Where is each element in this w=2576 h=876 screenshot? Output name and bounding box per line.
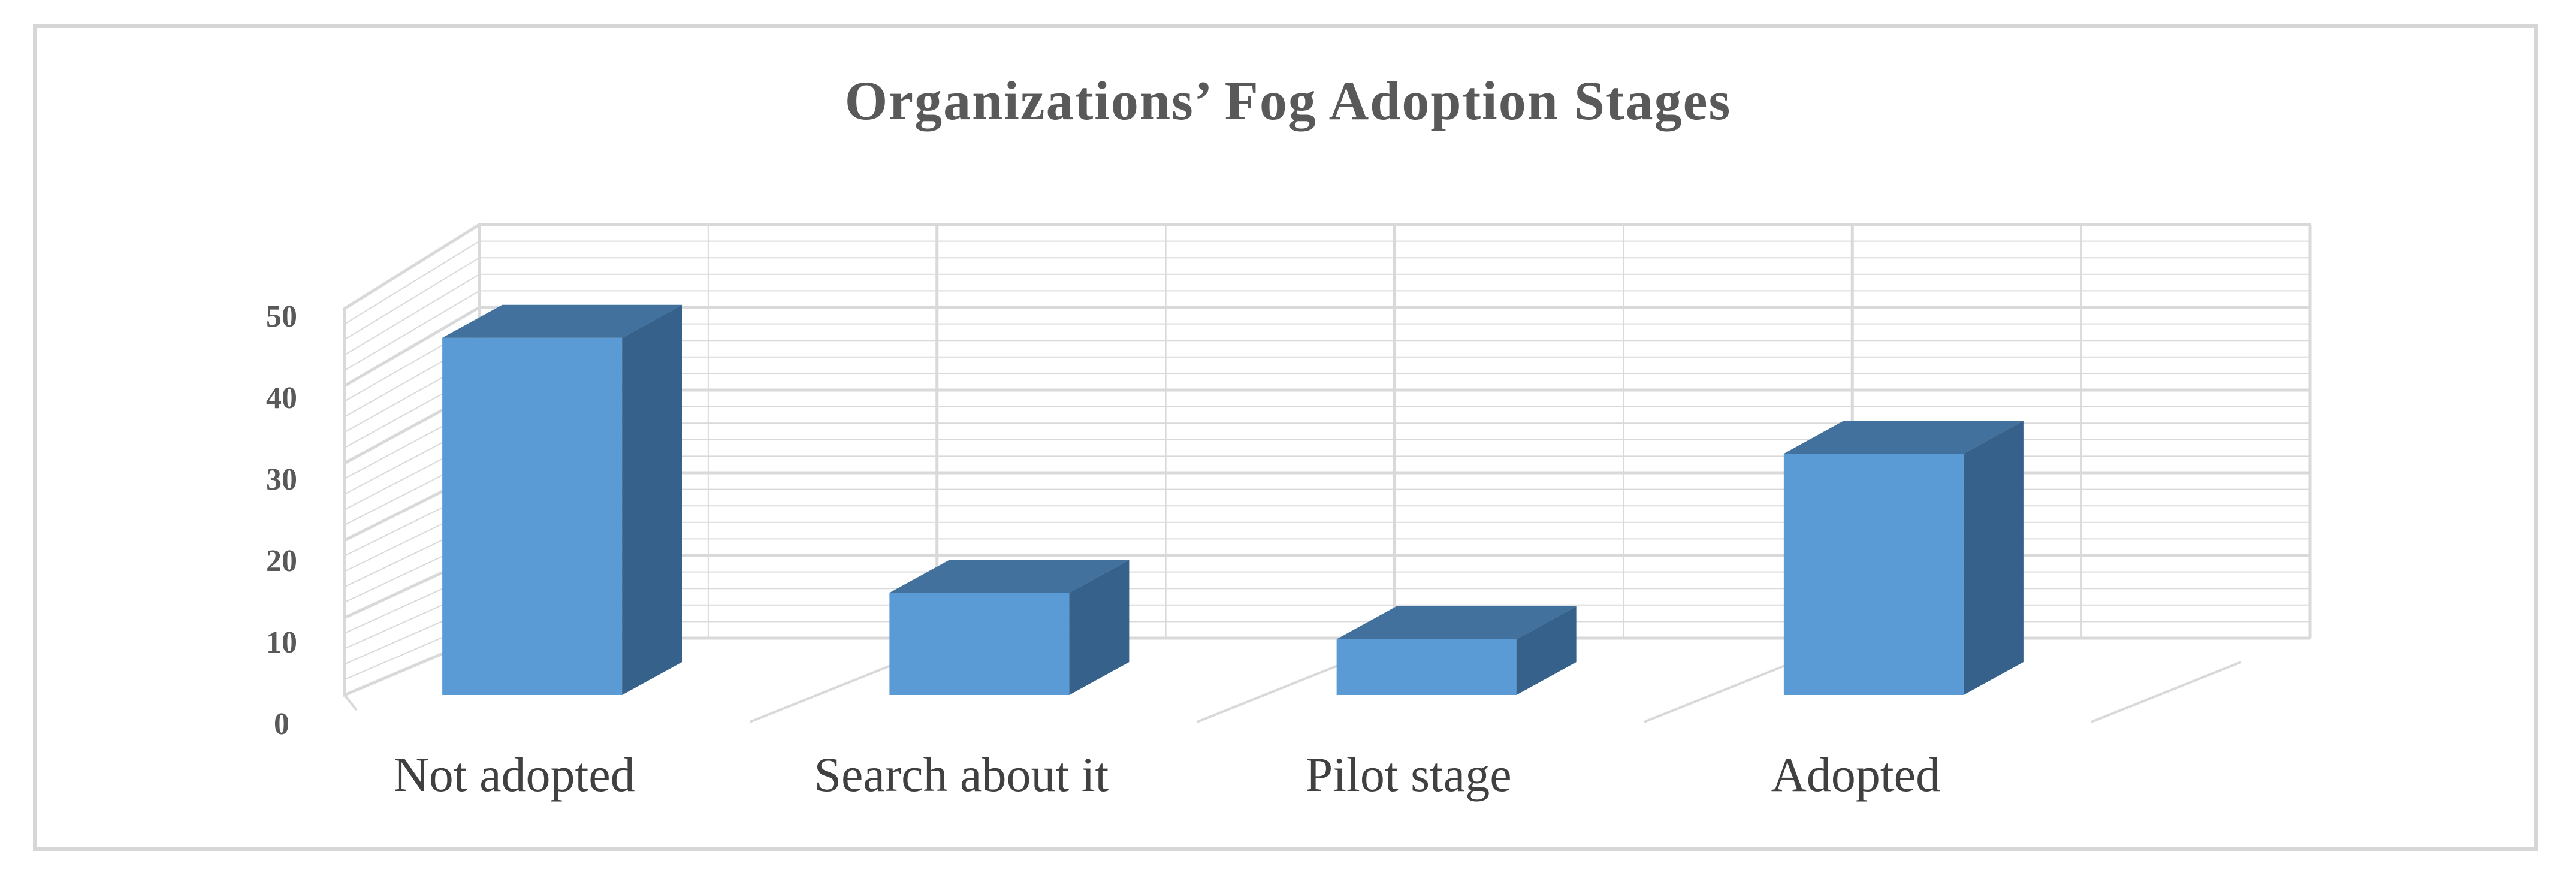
y-tick-label: 50 <box>266 300 297 334</box>
bar-top <box>1336 606 1577 639</box>
chart-floor <box>343 661 2242 723</box>
gridline <box>344 257 480 340</box>
gridline <box>343 306 481 388</box>
gridline <box>344 290 480 371</box>
gridline <box>344 240 480 325</box>
bar <box>1336 606 1577 695</box>
floor-line <box>343 694 358 711</box>
x-category-label: Not adopted <box>394 747 635 802</box>
bar-front <box>442 337 623 695</box>
x-category-label: Search about it <box>814 747 1109 802</box>
floor-line <box>1644 661 1795 723</box>
y-tick-label: 20 <box>266 544 297 578</box>
y-axis-ticks: 0 10 20 30 40 50 <box>266 300 297 741</box>
bar-front <box>889 593 1070 695</box>
bar <box>442 304 682 695</box>
y-tick-label: 10 <box>266 626 297 660</box>
bars <box>442 304 2024 695</box>
gridline <box>344 273 480 356</box>
bar-side <box>1069 560 1130 695</box>
bar <box>889 560 1130 695</box>
y-tick-label: 30 <box>266 463 297 497</box>
floor-line <box>749 661 900 723</box>
chart-title: Organizations’ Fog Adoption Stages <box>844 70 1732 131</box>
bar-side <box>1516 606 1577 695</box>
bar-side <box>1963 421 2024 695</box>
y-tick-label: 0 <box>274 707 289 741</box>
bar-top <box>442 304 682 338</box>
bar-top <box>889 560 1130 593</box>
floor-line <box>1196 661 1348 723</box>
bar-front <box>1336 639 1517 695</box>
floor-line <box>2091 661 2242 723</box>
bar-side <box>622 304 682 695</box>
bar-front <box>1783 454 1964 695</box>
x-axis-labels: Not adopted Search about it Pilot stage Ado… <box>394 747 1940 802</box>
bar-top <box>1783 421 2024 454</box>
x-category-label: Adopted <box>1771 747 1940 802</box>
x-category-label: Pilot stage <box>1306 747 1512 802</box>
y-tick-label: 40 <box>266 381 297 415</box>
gridline <box>343 223 481 310</box>
bar <box>1783 421 2024 695</box>
